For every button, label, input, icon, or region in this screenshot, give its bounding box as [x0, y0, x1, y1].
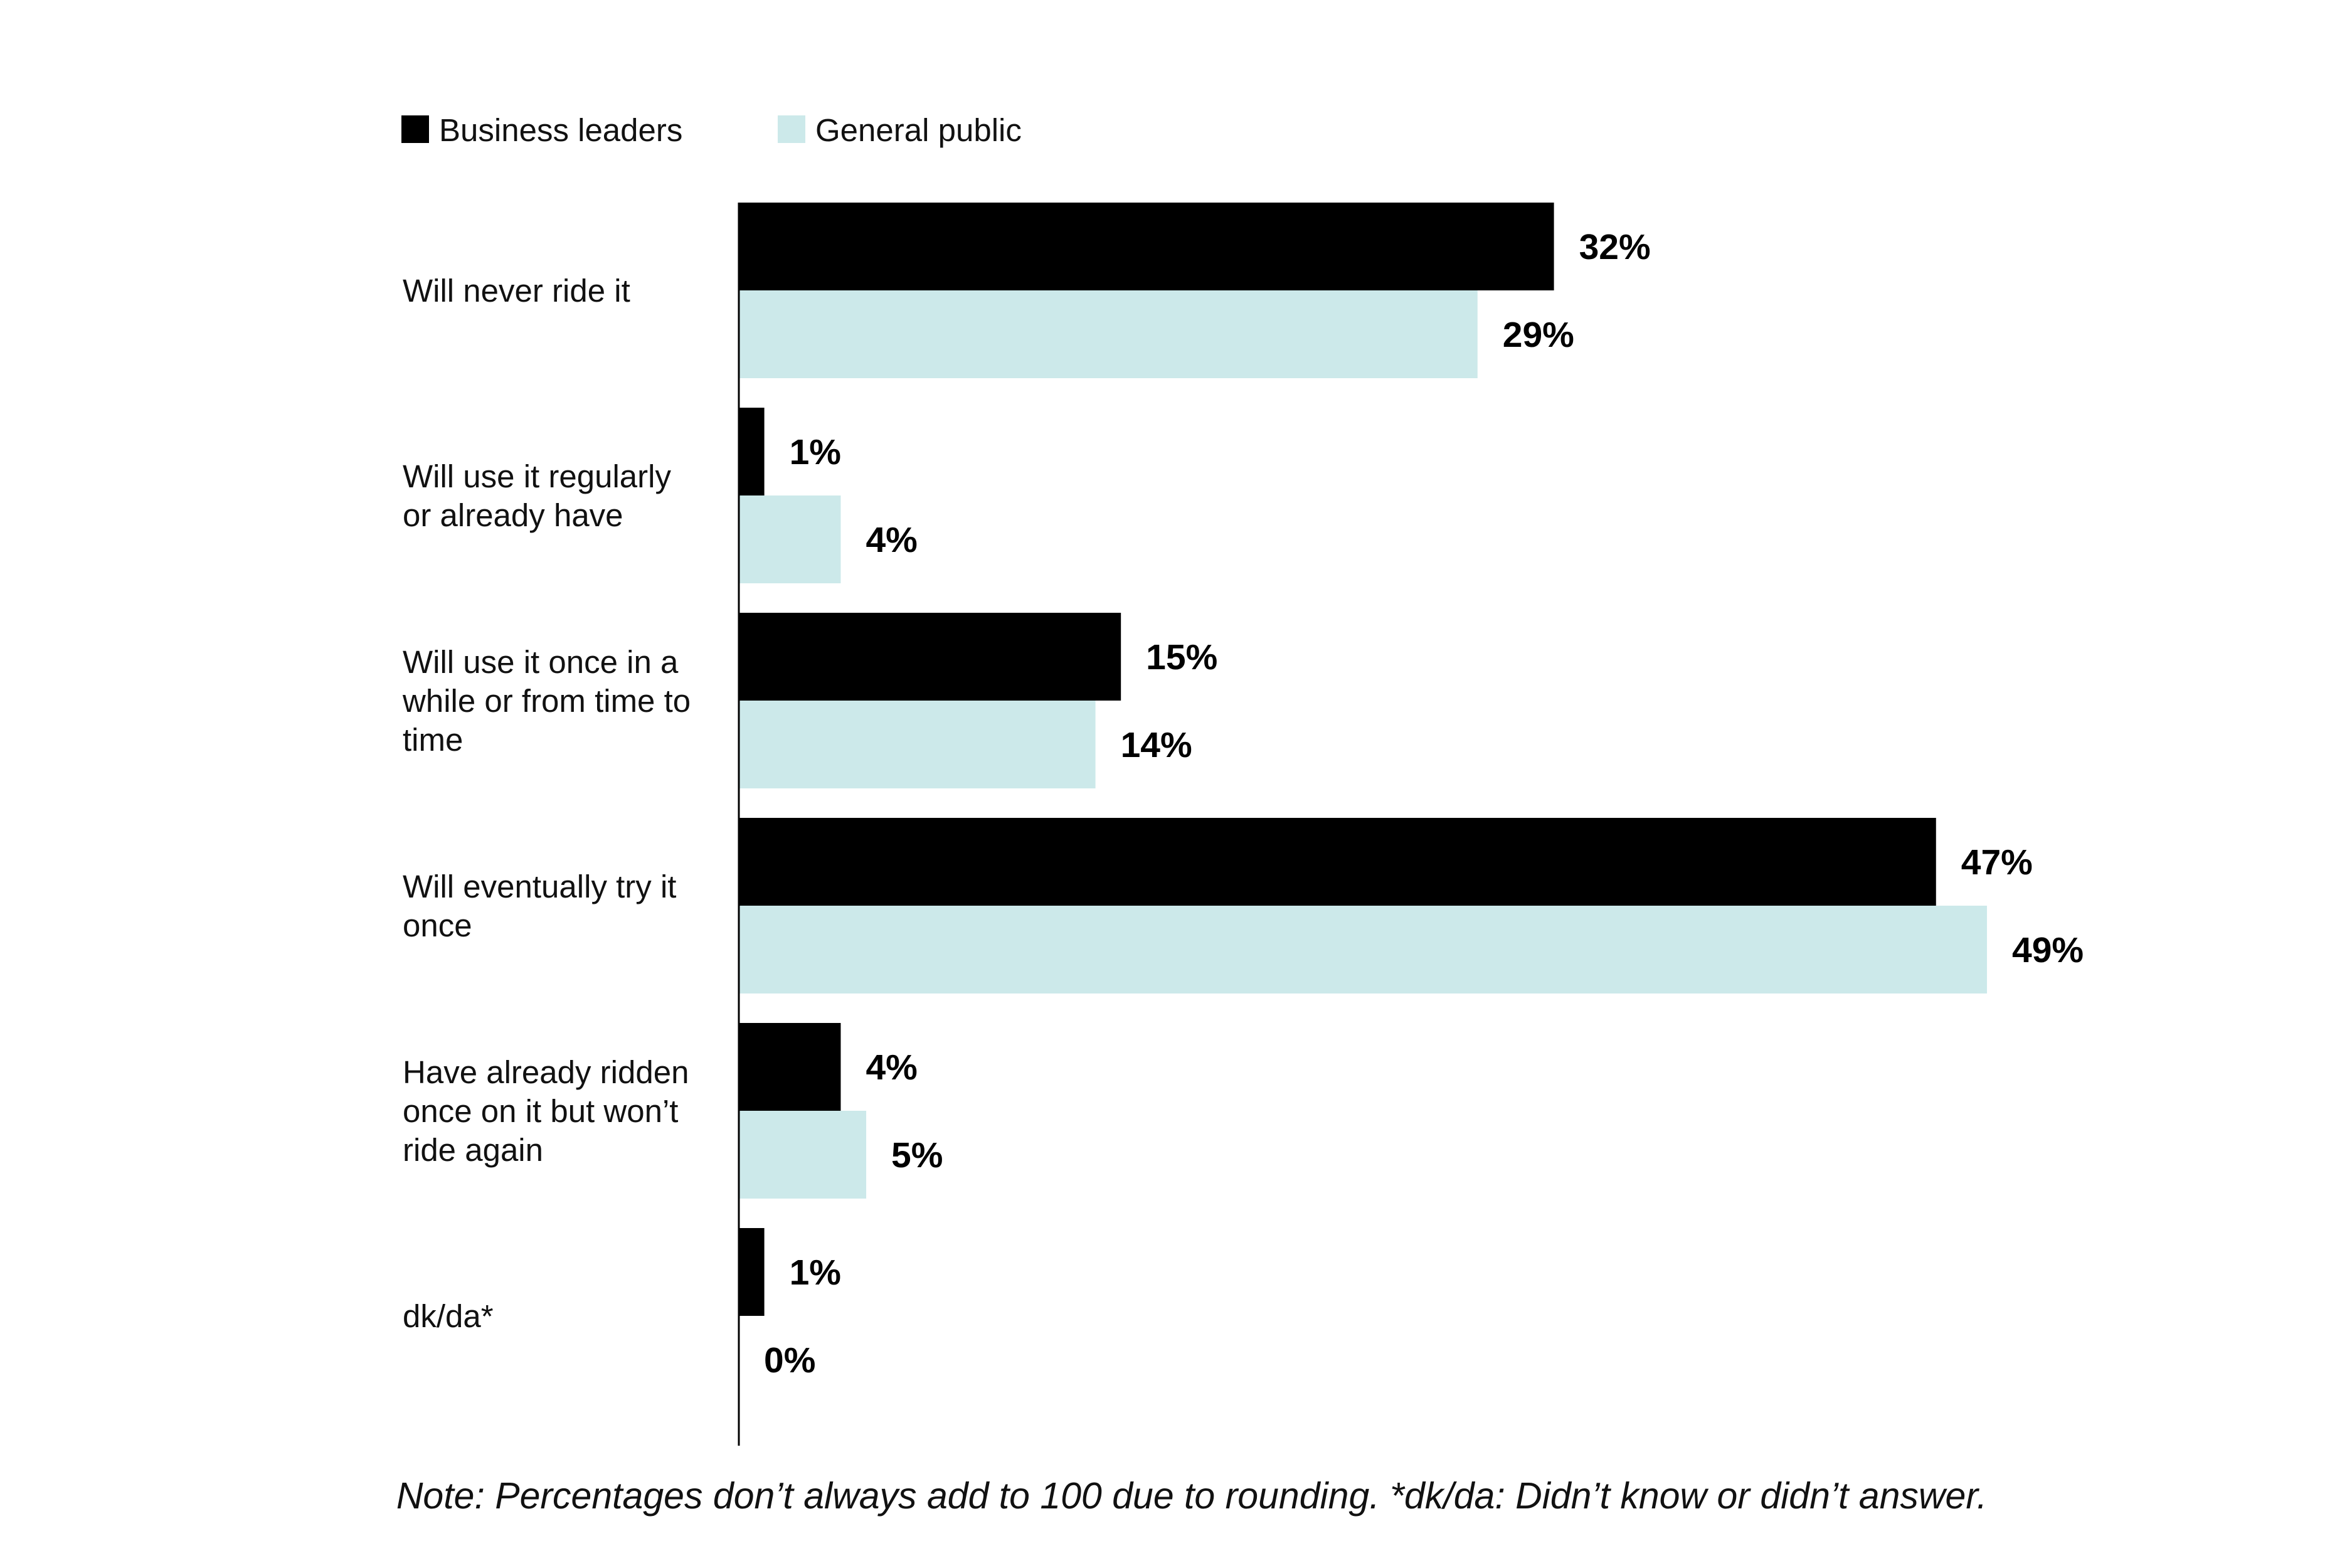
category-label-line: once on it but won’t [403, 1093, 678, 1129]
value-label-1-5: 0% [764, 1340, 815, 1380]
value-labels: 32% 29% 1% 4% 15% 14% 47% 49% 4% 5% 1% 0% [764, 227, 2084, 1380]
category-label-line: Will never ride it [403, 273, 630, 309]
category-label-2: Will use it once in a while or from time … [402, 644, 691, 758]
category-label-0: Will never ride it [403, 273, 630, 309]
value-label-1-4: 5% [891, 1135, 943, 1175]
value-label-1-1: 4% [866, 520, 917, 560]
bar-0-4 [739, 1023, 841, 1111]
category-label-1: Will use it regularly or already have [403, 458, 671, 533]
category-label-line: or already have [403, 497, 623, 533]
bar-0-5 [739, 1228, 765, 1316]
category-label-line: Will use it once in a [403, 644, 679, 680]
bar-0-2 [739, 613, 1121, 701]
legend-label-1: General public [815, 112, 1022, 148]
category-label-line: Will use it regularly [403, 458, 671, 494]
value-label-0-0: 32% [1579, 227, 1651, 267]
category-label-line: ride again [403, 1132, 543, 1168]
bar-0-1 [739, 408, 765, 495]
category-label-5: dk/da* [403, 1298, 494, 1334]
bar-0-0 [739, 203, 1554, 290]
value-label-0-4: 4% [866, 1047, 917, 1088]
value-label-1-0: 29% [1503, 315, 1574, 355]
category-label-line: time [403, 722, 463, 758]
bar-1-3 [739, 906, 1987, 993]
value-label-0-2: 15% [1146, 637, 1217, 677]
bar-1-1 [739, 495, 841, 583]
value-label-0-5: 1% [790, 1253, 841, 1293]
bar-0-3 [739, 818, 1936, 906]
value-label-1-3: 49% [2012, 930, 2084, 970]
legend-swatch-1 [778, 115, 805, 143]
bar-1-0 [739, 290, 1478, 378]
value-label-0-1: 1% [790, 432, 841, 472]
category-label-line: Will eventually try it [403, 869, 676, 904]
bar-1-4 [739, 1111, 867, 1199]
category-label-line: dk/da* [403, 1298, 494, 1334]
category-label-line: while or from time to [402, 683, 691, 719]
category-label-3: Will eventually try it once [403, 869, 676, 943]
footnote: Note: Percentages don’t always add to 10… [396, 1475, 1987, 1517]
category-label-4: Have already ridden once on it but won’t r… [403, 1054, 689, 1168]
value-label-0-3: 47% [1961, 842, 2033, 882]
bar-1-2 [739, 701, 1096, 788]
bars [739, 203, 1987, 1316]
legend-label-0: Business leaders [439, 112, 682, 148]
value-label-1-2: 14% [1121, 725, 1192, 765]
category-label-line: once [403, 908, 472, 943]
legend: Business leaders General public [401, 112, 1022, 148]
category-label-line: Have already ridden [403, 1054, 689, 1090]
legend-swatch-0 [401, 115, 429, 143]
